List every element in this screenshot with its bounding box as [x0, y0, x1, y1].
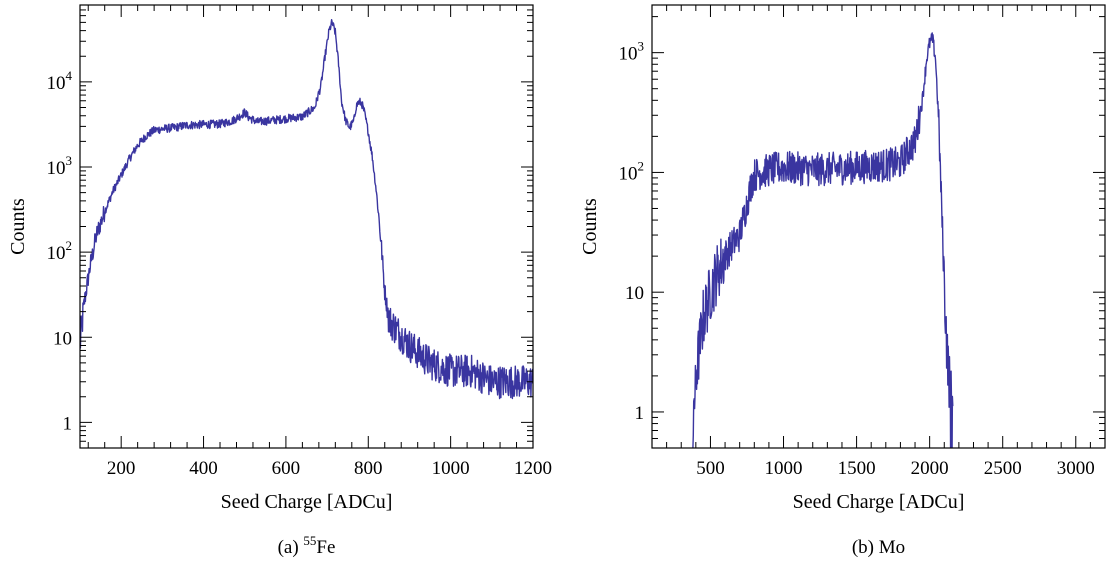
data-series-line: [692, 32, 954, 448]
y-axis-title: Counts: [579, 198, 601, 255]
y-tick-label: 1: [635, 403, 645, 424]
x-axis-title: Seed Charge [ADCu]: [793, 491, 965, 513]
x-tick-label: 1000: [432, 458, 470, 479]
y-tick-label: 104: [47, 68, 73, 94]
chart-panel-mo: 500 1000 1500 2000 2500 3000 1 10 102 103 Seed Cha…: [579, 4, 1106, 558]
plot-frame: [651, 4, 1106, 449]
plot-frame: [79, 4, 534, 449]
x-tick-label: 800: [354, 458, 383, 479]
data-series-line: [80, 19, 533, 400]
x-tick-label: 1000: [765, 458, 803, 479]
y-tick-label: 10: [625, 283, 644, 304]
x-tick-label: 400: [189, 458, 218, 479]
x-tick-label: 1500: [838, 458, 876, 479]
x-axis-title: Seed Charge [ADCu]: [221, 491, 393, 513]
y-tick-label: 1: [63, 413, 73, 434]
panel-caption: (a) 55Fe: [278, 533, 336, 558]
x-tick-label: 3000: [1057, 458, 1095, 479]
x-tick-label: 200: [107, 458, 136, 479]
x-tick-label: 1200: [514, 458, 552, 479]
x-tick-label: 500: [696, 458, 725, 479]
chart-panel-fe55: 200 400 600 800 1000 1200 1 10 102 103 104 Seed Cha…: [7, 4, 552, 558]
y-tick-label: 102: [619, 158, 645, 184]
x-tick-label: 2000: [911, 458, 949, 479]
x-tick-label: 2500: [984, 458, 1022, 479]
y-axis-title: Counts: [7, 198, 29, 255]
y-tick-label: 10: [53, 328, 72, 349]
y-tick-label: 103: [47, 153, 73, 179]
y-tick-label: 102: [47, 238, 73, 264]
panel-caption: (b) Mo: [852, 537, 905, 558]
y-tick-label: 103: [619, 39, 645, 65]
x-tick-label: 600: [272, 458, 301, 479]
